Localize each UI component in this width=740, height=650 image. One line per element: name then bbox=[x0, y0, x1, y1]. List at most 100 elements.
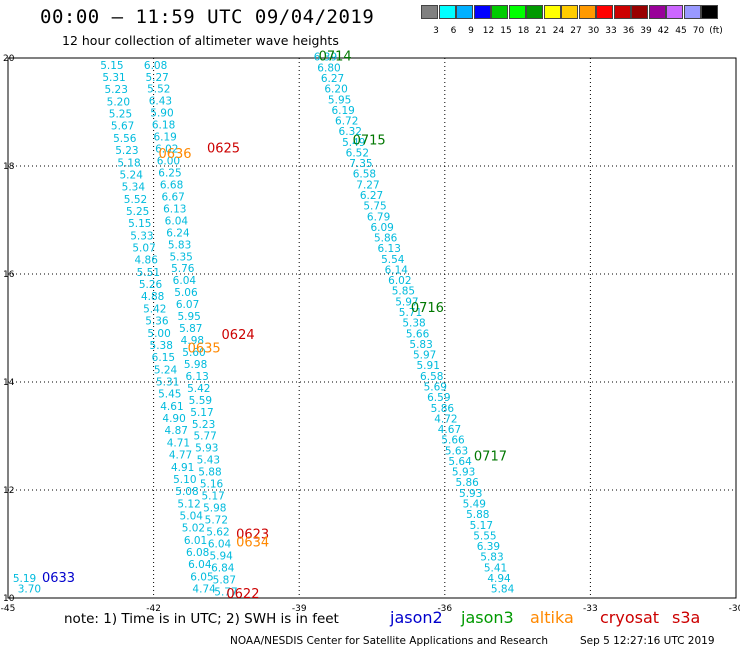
swh-value: 5.00 bbox=[147, 328, 170, 340]
swh-value: 5.31 bbox=[156, 377, 179, 389]
swh-value: 5.18 bbox=[117, 157, 140, 169]
swh-value: 5.34 bbox=[122, 182, 146, 194]
swh-value: 5.83 bbox=[168, 239, 191, 251]
colorbar-swatch bbox=[631, 5, 648, 19]
swh-value: 6.02 bbox=[155, 144, 178, 156]
swh-value: 6.19 bbox=[331, 105, 354, 117]
colorbar-swatch bbox=[683, 5, 701, 19]
swh-value: 6.27 bbox=[360, 190, 383, 202]
swh-value: 5.87 bbox=[213, 574, 236, 586]
swh-value: 6.32 bbox=[339, 126, 362, 138]
swh-value: 5.42 bbox=[187, 383, 210, 395]
swh-value: 5.41 bbox=[484, 562, 507, 574]
swh-value: 6.80 bbox=[317, 62, 340, 74]
colorbar-label: 24 bbox=[552, 26, 565, 36]
swh-value: 5.25 bbox=[109, 109, 132, 121]
swh-value: 5.33 bbox=[130, 230, 153, 242]
swh-value: 5.06 bbox=[174, 287, 198, 299]
colorbar-swatch bbox=[701, 5, 718, 19]
swh-value: 6.20 bbox=[324, 84, 347, 96]
swh-value: 5.75 bbox=[363, 201, 386, 213]
swh-value: 5.60 bbox=[182, 347, 205, 359]
swh-value: 5.16 bbox=[200, 479, 224, 491]
swh-value: 6.58 bbox=[420, 371, 443, 383]
swh-value: 5.66 bbox=[441, 435, 465, 447]
lat-tick-label: 16 bbox=[3, 270, 15, 280]
lon-tick-label: -30 bbox=[729, 604, 740, 614]
swh-value: 4.77 bbox=[169, 450, 192, 462]
swh-value: 4.88 bbox=[141, 291, 164, 303]
swh-value: 5.83 bbox=[409, 339, 432, 351]
legend-altika: altika bbox=[530, 608, 574, 627]
colorbar-swatch bbox=[543, 5, 561, 19]
swh-value: 5.94 bbox=[209, 550, 233, 562]
swh-value: 5.23 bbox=[105, 84, 128, 96]
swh-value: 5.63 bbox=[445, 445, 468, 457]
swh-value: 6.13 bbox=[185, 371, 208, 383]
swh-value: 4.86 bbox=[135, 255, 159, 267]
credit-text: NOAA/NESDIS Center for Satellite Applica… bbox=[230, 635, 548, 647]
swh-value: 5.83 bbox=[480, 552, 503, 564]
swh-value: 5.23 bbox=[192, 419, 215, 431]
swh-value: 6.07 bbox=[176, 299, 199, 311]
swh-value: 5.93 bbox=[195, 443, 218, 455]
swh-value: 5.69 bbox=[424, 381, 447, 393]
swh-value: 5.67 bbox=[111, 121, 134, 133]
swh-value: 5.04 bbox=[180, 511, 204, 523]
swh-value: 4.74 bbox=[192, 584, 216, 596]
pass-time-label: 0714 bbox=[319, 50, 352, 65]
swh-value: 5.98 bbox=[203, 503, 226, 515]
swh-value: 6.27 bbox=[321, 73, 344, 85]
swh-value: 6.04 bbox=[173, 275, 197, 287]
pass-time-label: 0634 bbox=[236, 536, 269, 551]
swh-value: 6.04 bbox=[165, 215, 189, 227]
swh-value: 6.84 bbox=[211, 562, 235, 574]
swh-value: 5.95 bbox=[177, 311, 200, 323]
swh-value: 5.88 bbox=[198, 467, 221, 479]
swh-value: 5.85 bbox=[392, 286, 415, 298]
swh-value: 5.24 bbox=[120, 169, 144, 181]
swh-value: 5.88 bbox=[466, 509, 489, 521]
pass-time-label: 0625 bbox=[207, 142, 240, 157]
swh-value: 6.25 bbox=[158, 167, 181, 179]
swh-value: 6.13 bbox=[378, 243, 401, 255]
swh-value: 5.66 bbox=[406, 328, 430, 340]
swh-value: 5.54 bbox=[381, 254, 405, 266]
colorbar-label: 33 bbox=[605, 26, 617, 36]
page-subtitle: 12 hour collection of altimeter wave hei… bbox=[62, 33, 339, 48]
pass-time-label: 0624 bbox=[222, 328, 255, 343]
swh-value: 5.59 bbox=[189, 395, 212, 407]
swh-value: 6.08 bbox=[144, 60, 167, 72]
colorbar-swatch bbox=[648, 5, 666, 19]
pass-time-label: 0636 bbox=[158, 147, 191, 162]
legend-cryosat: cryosat bbox=[600, 608, 660, 627]
colorbar-swatch bbox=[526, 5, 543, 19]
lat-tick-label: 10 bbox=[3, 594, 15, 604]
swh-value: 5.90 bbox=[150, 108, 173, 120]
swh-value: 6.68 bbox=[160, 179, 183, 191]
swh-value: 5.86 bbox=[374, 233, 398, 245]
swh-value: 6.67 bbox=[161, 191, 184, 203]
swh-value: 6.14 bbox=[385, 264, 409, 276]
swh-value: 6.18 bbox=[152, 120, 175, 132]
colorbar-label: 6 bbox=[450, 26, 457, 36]
swh-value: 4.71 bbox=[167, 437, 190, 449]
pass-time-label: 0715 bbox=[353, 133, 386, 148]
swh-value: 5.26 bbox=[139, 279, 163, 291]
swh-value: 6.04 bbox=[208, 538, 232, 550]
footer-note: note: 1) Time is in UTC; 2) SWH is in fe… bbox=[64, 611, 339, 627]
legend-jason3: jason3 bbox=[461, 608, 514, 627]
swh-value: 6.15 bbox=[152, 352, 175, 364]
colorbar-label: 9 bbox=[468, 26, 474, 36]
swh-value: 6.02 bbox=[388, 275, 411, 287]
lat-tick-label: 18 bbox=[3, 162, 15, 172]
colorbar-label: 18 bbox=[517, 26, 530, 36]
swh-value: 3.70 bbox=[18, 584, 41, 596]
swh-value: 5.15 bbox=[100, 60, 123, 72]
pass-time-label: 0633 bbox=[42, 571, 75, 586]
swh-value: 5.49 bbox=[463, 498, 486, 510]
swh-value: 4.98 bbox=[181, 335, 204, 347]
swh-value: 5.62 bbox=[206, 526, 229, 538]
swh-value: 4.67 bbox=[438, 424, 461, 436]
